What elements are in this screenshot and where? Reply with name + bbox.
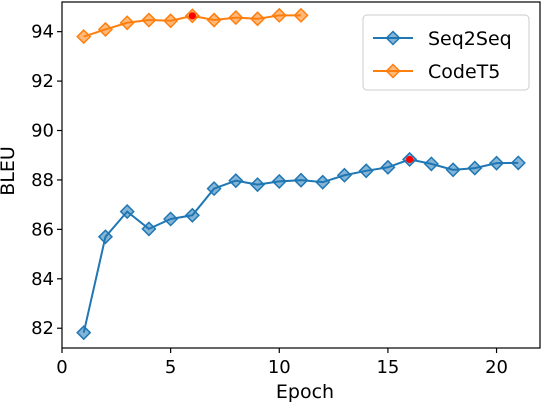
- data-point: [141, 12, 157, 28]
- data-point: [184, 207, 200, 223]
- data-point: [163, 211, 179, 227]
- data-point: [423, 156, 439, 172]
- data-point: [488, 155, 505, 171]
- legend-label: Seq2Seq: [428, 28, 512, 50]
- x-axis-label: Epoch: [276, 381, 334, 403]
- data-point: [206, 181, 222, 197]
- data-point: [249, 177, 266, 193]
- series-layer: [76, 7, 526, 341]
- legend: Seq2Seq CodeT5: [362, 14, 530, 91]
- data-point: [97, 229, 114, 245]
- y-tick-label: 84: [31, 269, 54, 290]
- data-point: [358, 163, 374, 179]
- series-seq2seq: [76, 151, 526, 341]
- data-point: [271, 173, 287, 189]
- data-point: [315, 174, 331, 190]
- data-point: [76, 325, 92, 341]
- data-point: [271, 7, 287, 23]
- y-axis-label: BLEU: [0, 146, 19, 196]
- data-point: [76, 29, 92, 45]
- legend-label: CodeT5: [428, 61, 500, 83]
- y-tick-label: 86: [31, 219, 54, 240]
- y-tick-label: 90: [31, 121, 54, 142]
- y-axis-ticks: 82 84 86 88 90 92 94: [31, 22, 62, 339]
- best-point-marker: [188, 12, 196, 20]
- data-point: [249, 11, 266, 27]
- data-point: [467, 160, 483, 176]
- x-tick-label: 20: [485, 357, 508, 378]
- best-point-marker: [406, 155, 414, 164]
- data-point: [119, 204, 135, 220]
- data-point: [119, 15, 135, 31]
- axes-frame: [61, 1, 541, 349]
- axes-spines: [61, 1, 541, 349]
- data-point: [293, 172, 309, 188]
- data-point: [141, 221, 157, 237]
- x-tick-label: 15: [376, 357, 399, 378]
- x-axis-ticks: 0 5 10 15 20: [56, 348, 508, 378]
- data-point: [228, 10, 244, 26]
- x-tick-label: 10: [268, 357, 291, 378]
- data-point: [380, 159, 396, 175]
- data-point: [97, 21, 114, 37]
- data-point: [163, 13, 179, 29]
- data-point: [510, 155, 526, 171]
- x-tick-label: 5: [165, 357, 176, 378]
- data-point: [336, 167, 353, 183]
- y-tick-label: 92: [31, 71, 54, 92]
- x-tick-label: 0: [56, 357, 67, 378]
- y-tick-label: 82: [31, 318, 54, 339]
- y-tick-label: 88: [31, 170, 54, 191]
- legend-marker: [385, 30, 401, 46]
- legend-marker: [385, 63, 401, 79]
- y-tick-label: 94: [31, 22, 54, 43]
- data-point: [293, 7, 309, 23]
- data-point: [228, 173, 244, 189]
- data-point: [206, 12, 222, 28]
- series-codet5: [76, 7, 309, 45]
- data-point: [445, 162, 461, 178]
